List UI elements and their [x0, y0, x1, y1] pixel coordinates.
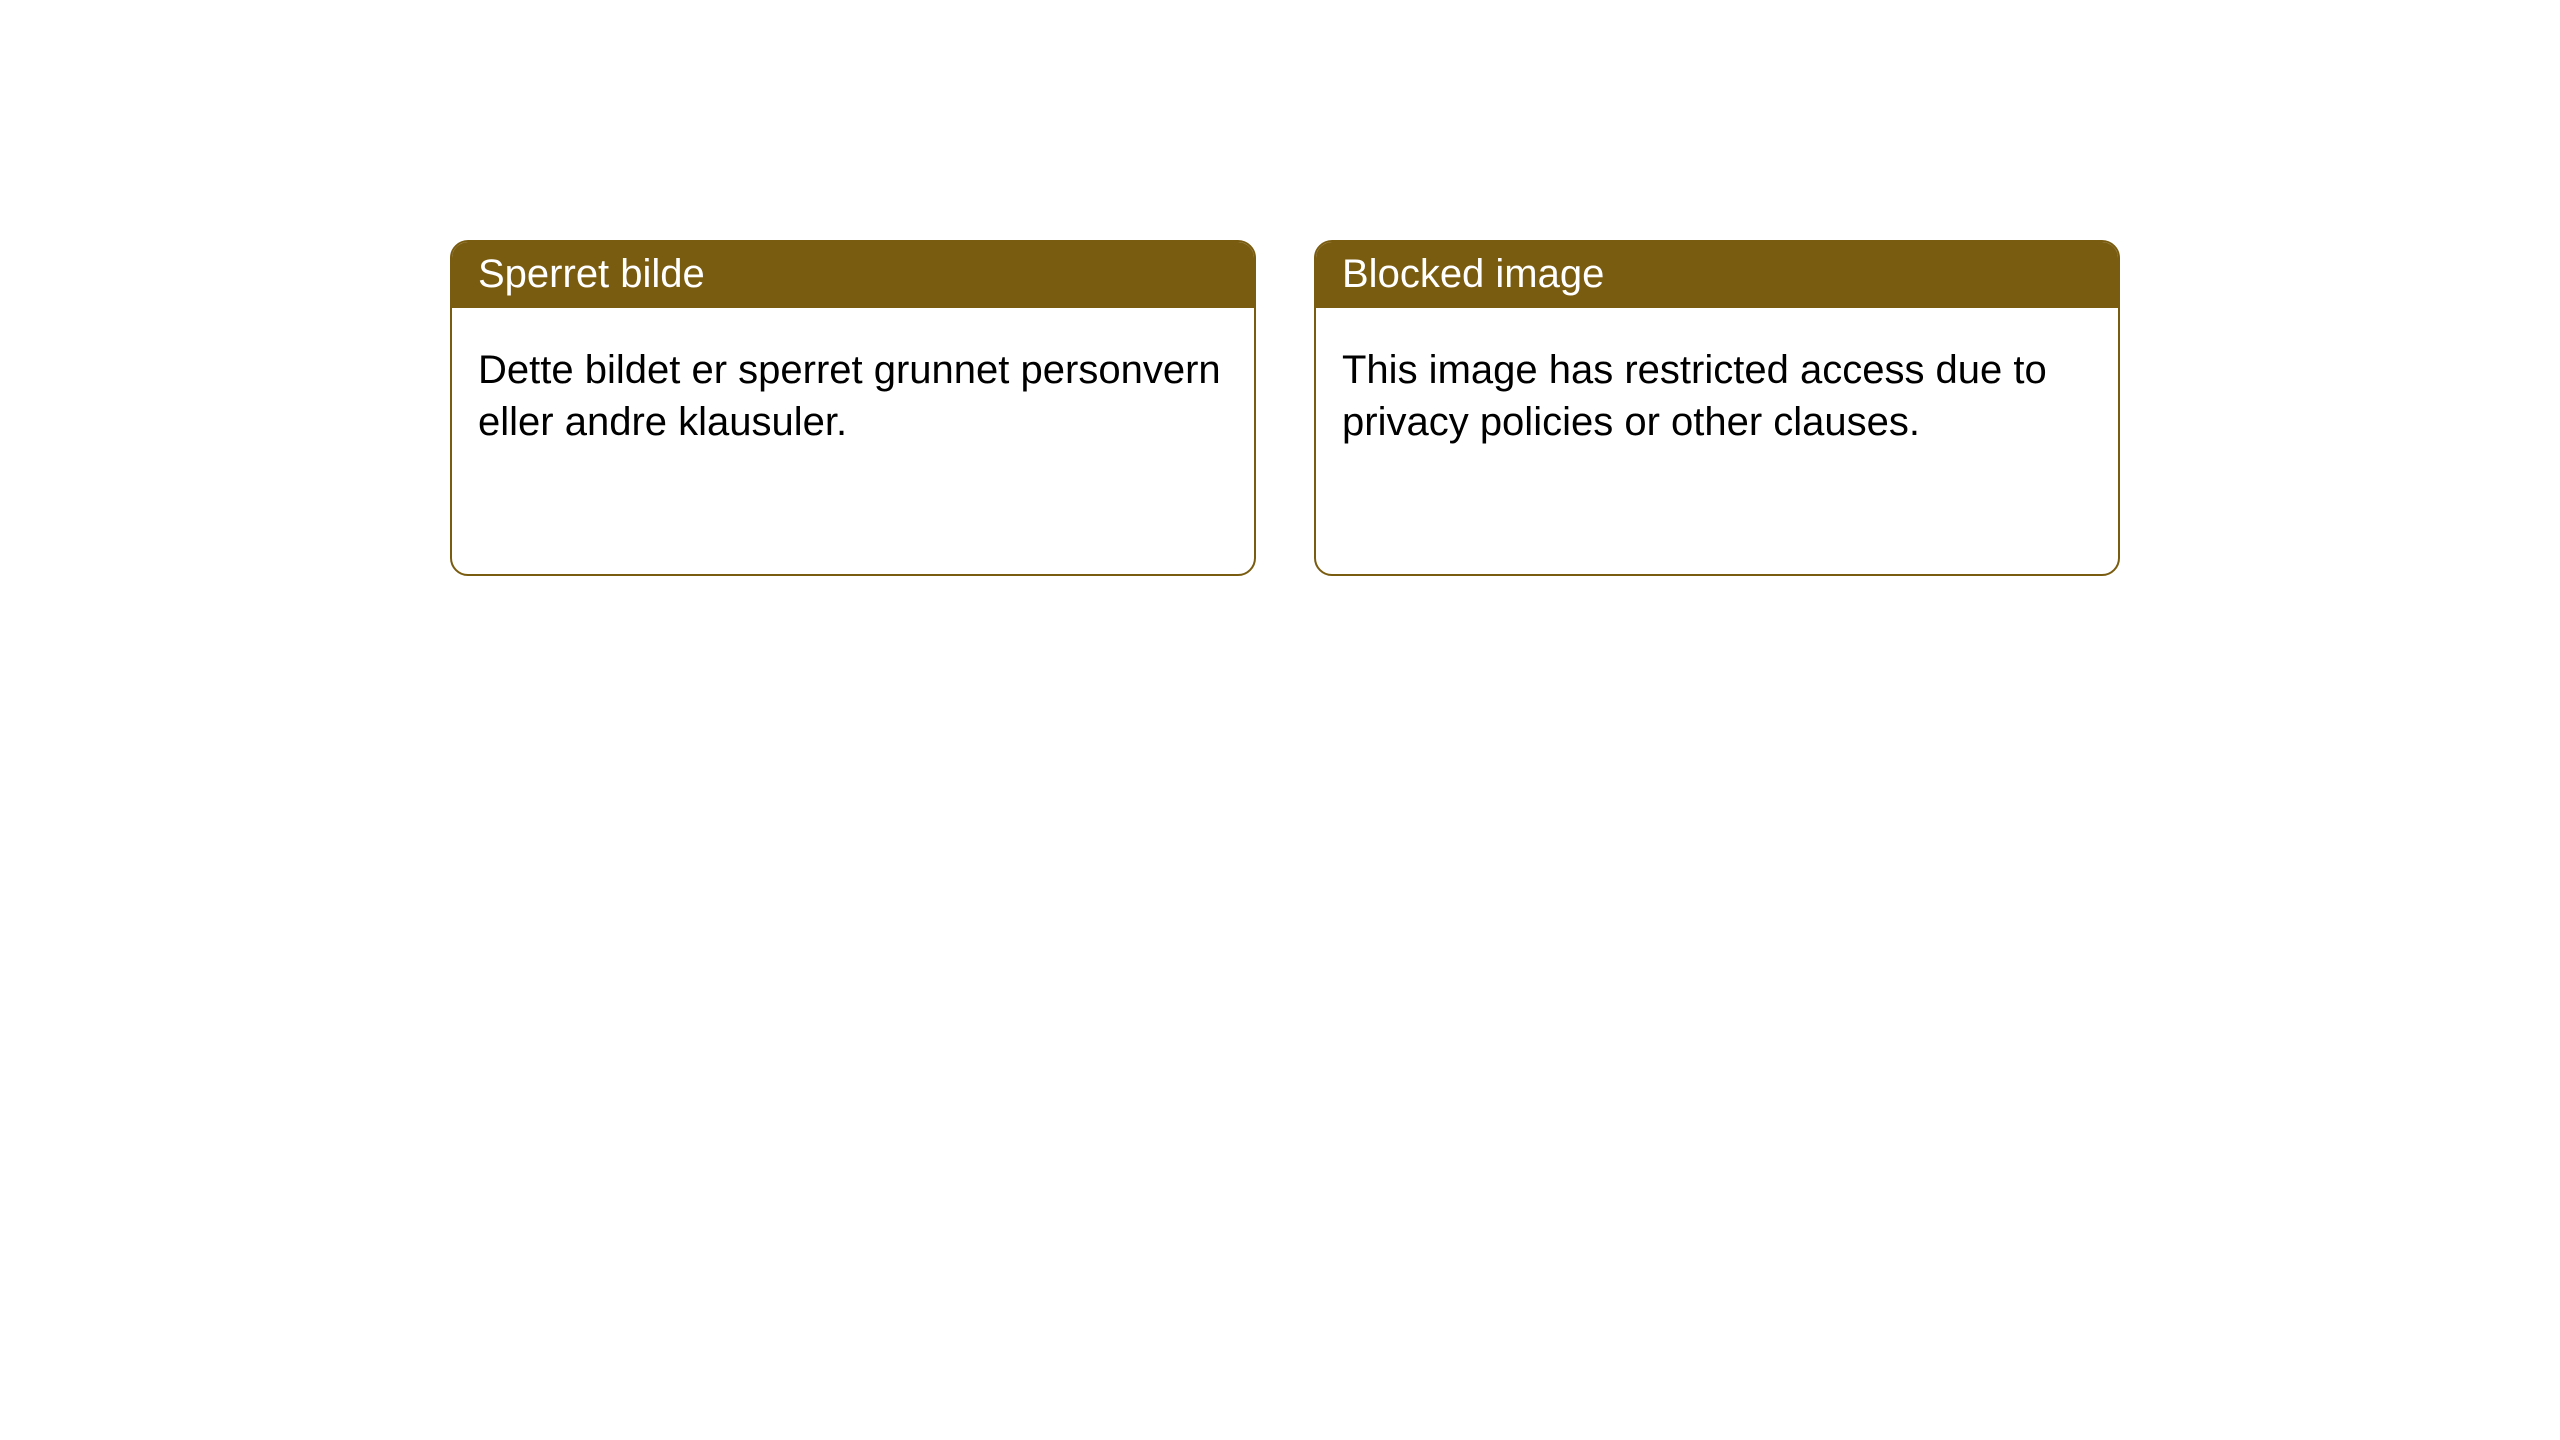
card-header: Blocked image — [1316, 242, 2118, 308]
card-body-text: This image has restricted access due to … — [1342, 348, 2047, 444]
card-body: Dette bildet er sperret grunnet personve… — [452, 308, 1254, 474]
notice-container: Sperret bilde Dette bildet er sperret gr… — [0, 0, 2560, 576]
notice-card-norwegian: Sperret bilde Dette bildet er sperret gr… — [450, 240, 1256, 576]
card-header: Sperret bilde — [452, 242, 1254, 308]
card-body-text: Dette bildet er sperret grunnet personve… — [478, 348, 1221, 444]
card-title: Sperret bilde — [478, 252, 705, 296]
notice-card-english: Blocked image This image has restricted … — [1314, 240, 2120, 576]
card-body: This image has restricted access due to … — [1316, 308, 2118, 474]
card-title: Blocked image — [1342, 252, 1604, 296]
